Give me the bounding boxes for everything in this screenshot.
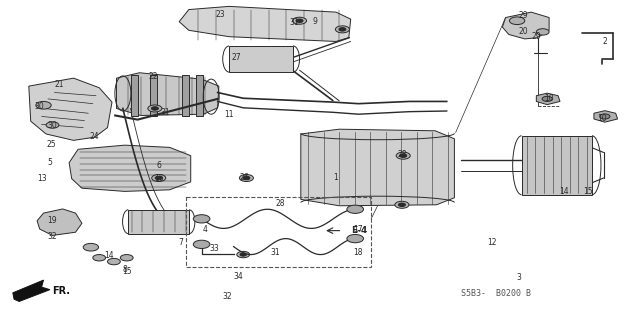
Polygon shape (37, 209, 82, 235)
Circle shape (296, 19, 303, 23)
Text: 30: 30 (35, 102, 45, 111)
Bar (150, 75, 157, 116)
Text: 33: 33 (209, 244, 220, 253)
Circle shape (600, 114, 610, 119)
Circle shape (155, 176, 163, 180)
Circle shape (509, 17, 525, 25)
Circle shape (542, 96, 552, 101)
Bar (229, 46, 293, 72)
Text: 21: 21 (54, 80, 63, 89)
Text: 11: 11 (225, 110, 234, 119)
Polygon shape (13, 280, 50, 301)
Text: 28: 28 (397, 150, 406, 159)
Text: 29: 29 (531, 32, 541, 41)
Bar (522, 136, 592, 195)
Text: 30: 30 (47, 121, 58, 130)
Circle shape (347, 205, 364, 213)
Text: 5: 5 (47, 158, 52, 167)
Circle shape (399, 154, 407, 158)
Circle shape (339, 28, 346, 31)
Circle shape (93, 255, 106, 261)
Text: 27: 27 (232, 53, 242, 62)
Circle shape (398, 203, 406, 207)
Text: 14: 14 (559, 187, 570, 196)
Text: 19: 19 (47, 216, 58, 225)
Polygon shape (29, 78, 112, 140)
Bar (128, 210, 189, 234)
Text: 31: 31 (289, 19, 300, 27)
Text: 25: 25 (46, 140, 56, 149)
Bar (186, 197, 371, 267)
Circle shape (108, 258, 120, 265)
Circle shape (536, 29, 549, 35)
Text: 10: 10 (544, 94, 554, 103)
Circle shape (193, 215, 210, 223)
Circle shape (46, 122, 59, 128)
Polygon shape (536, 93, 560, 105)
Circle shape (193, 240, 210, 249)
Polygon shape (116, 73, 219, 115)
Text: 7: 7 (179, 238, 184, 247)
Circle shape (396, 152, 410, 159)
Text: 14: 14 (104, 251, 114, 260)
Text: FR.: FR. (52, 286, 70, 296)
Text: 12: 12 (487, 238, 496, 247)
Text: 8: 8 (122, 265, 127, 274)
Circle shape (395, 201, 409, 208)
Polygon shape (594, 111, 618, 122)
Bar (131, 75, 138, 116)
Bar (182, 75, 189, 116)
Text: 32: 32 (222, 292, 232, 300)
Circle shape (151, 107, 159, 110)
Circle shape (152, 174, 166, 182)
Polygon shape (179, 6, 351, 41)
Bar (196, 75, 203, 116)
Text: 2: 2 (602, 37, 607, 46)
Text: 16: 16 (154, 174, 164, 183)
Circle shape (36, 101, 51, 109)
Polygon shape (502, 12, 549, 39)
Circle shape (335, 26, 349, 33)
Text: 32: 32 (47, 232, 58, 241)
Text: 1: 1 (333, 173, 339, 182)
Text: 10: 10 (596, 114, 607, 122)
Polygon shape (301, 129, 454, 206)
Circle shape (148, 105, 162, 112)
Text: 28: 28 (276, 199, 285, 208)
Text: 34: 34 (233, 272, 243, 281)
Text: 6: 6 (156, 161, 161, 170)
Text: 22: 22 (149, 72, 158, 81)
Circle shape (347, 234, 364, 243)
Circle shape (83, 243, 99, 251)
Text: 31: 31 (270, 248, 280, 256)
Text: 23: 23 (216, 10, 226, 19)
Text: E-4: E-4 (351, 226, 367, 235)
Circle shape (237, 251, 250, 258)
Circle shape (243, 176, 250, 180)
Text: 17: 17 (353, 225, 364, 234)
Text: 4: 4 (202, 225, 207, 234)
Text: 29: 29 (518, 11, 529, 20)
Text: 13: 13 (36, 174, 47, 183)
Text: 31: 31 (160, 108, 170, 117)
Text: 26: 26 (239, 173, 250, 182)
Polygon shape (69, 145, 191, 191)
Text: 18: 18 (354, 248, 363, 256)
Text: S5B3-  B0200 B: S5B3- B0200 B (461, 289, 531, 298)
Text: 20: 20 (518, 27, 529, 36)
Circle shape (239, 174, 253, 182)
Text: 15: 15 (582, 187, 593, 196)
Text: 15: 15 (122, 267, 132, 276)
Circle shape (240, 253, 246, 256)
Text: 24: 24 (90, 132, 100, 141)
Circle shape (292, 17, 307, 24)
Circle shape (120, 255, 133, 261)
Text: 3: 3 (516, 273, 521, 282)
Text: 9: 9 (312, 17, 317, 26)
